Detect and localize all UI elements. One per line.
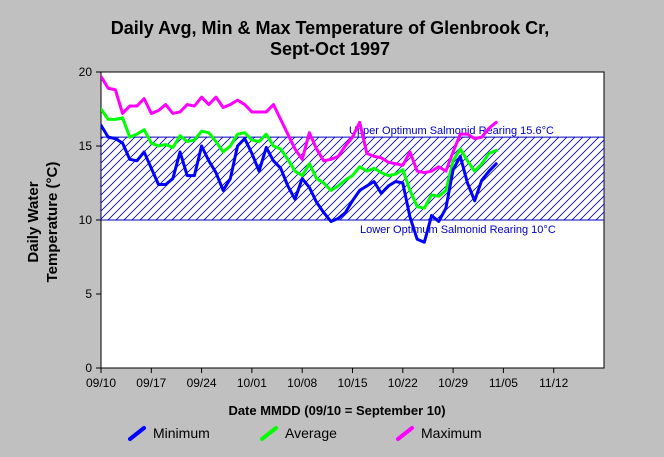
series-layer — [101, 74, 498, 244]
y-axis-label-line2: Temperature (°C) — [44, 162, 61, 283]
legend-swatch-average — [260, 426, 278, 441]
x-tick-label-4: 10/08 — [287, 376, 317, 390]
axes: 0 5 10 15 20 09/10 09/17 09/24 10/01 10/08 10/15 10… — [79, 65, 569, 390]
x-tick-label-9: 11/12 — [539, 376, 568, 390]
legend-swatch-minimum — [128, 426, 146, 441]
x-tick-label-0: 09/10 — [86, 376, 116, 390]
optimum-band — [101, 136, 604, 221]
x-tick-label-3: 10/01 — [237, 376, 267, 390]
legend-label-minimum: Minimum — [153, 425, 210, 441]
series-line-maximum — [101, 74, 498, 175]
x-tick-label-6: 10/22 — [388, 376, 418, 390]
y-tick-label-0: 0 — [85, 361, 92, 375]
chart-title-line1: Daily Avg, Min & Max Temperature of Glen… — [111, 18, 549, 38]
legend-label-maximum: Maximum — [421, 425, 482, 441]
x-tick-label-8: 11/05 — [489, 376, 518, 390]
series-line-average — [101, 107, 498, 210]
series-line-minimum — [101, 123, 498, 244]
x-tick-label-7: 10/29 — [438, 376, 468, 390]
y-tick-label-4: 20 — [79, 65, 93, 79]
x-tick-label-5: 10/15 — [337, 376, 367, 390]
chart-title-line2: Sept-Oct 1997 — [270, 39, 390, 59]
y-tick-label-1: 5 — [85, 287, 92, 301]
legend: Minimum Average Maximum — [128, 425, 482, 441]
x-axis-label: Date MMDD (09/10 = September 10) — [228, 403, 445, 418]
lower-optimum-label: Lower Optimum Salmonid Rearing 10°C — [360, 224, 556, 236]
y-axis-label-line1: Daily Water — [25, 181, 42, 262]
x-tick-label-2: 09/24 — [187, 376, 217, 390]
x-tick-label-1: 09/17 — [136, 376, 166, 390]
legend-label-average: Average — [285, 425, 337, 441]
y-tick-label-3: 15 — [79, 139, 93, 153]
legend-swatch-maximum — [396, 426, 414, 441]
y-tick-label-2: 10 — [79, 213, 93, 227]
upper-optimum-label: Upper Optimum Salmonid Rearing 15.6°C — [349, 125, 554, 137]
